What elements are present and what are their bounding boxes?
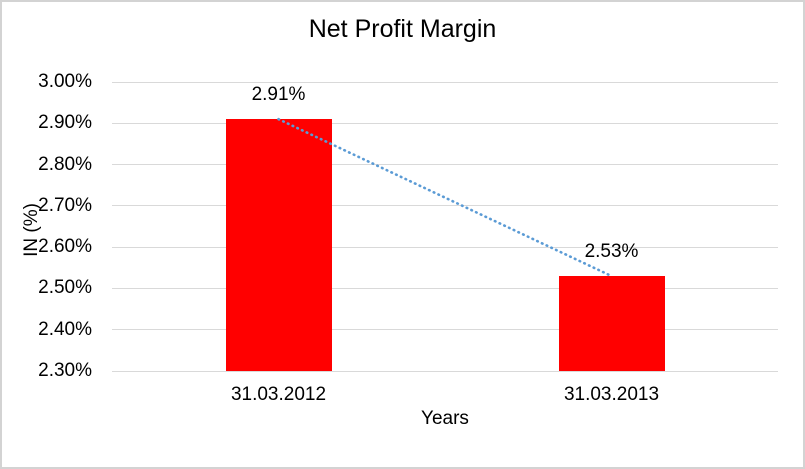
data-label: 2.91% [251,84,306,106]
gridline [112,122,778,124]
y-tick-label: 2.60% [38,236,92,258]
gridline [112,287,778,289]
gridline [112,329,778,331]
gridline [112,370,778,372]
gridline [112,81,778,83]
gridline [112,205,778,207]
bar-31.03.2013 [558,276,665,371]
gridline [112,246,778,248]
y-tick-label: 2.50% [38,277,92,299]
gridline [112,164,778,166]
y-tick-label: 2.30% [38,360,92,381]
y-tick-label: 2.90% [38,112,92,134]
y-tick-label: 3.00% [38,71,92,92]
y-axis-title-text: IN (%) [21,203,42,257]
chart-title: Net Profit Margin [308,15,497,43]
y-tick-label: 2.40% [38,318,92,340]
x-axis-title: Years [421,408,469,429]
y-tick-label: 2.70% [38,194,92,216]
data-label: 2.53% [584,241,639,263]
y-tick-label: 2.80% [38,153,92,175]
x-tick-label: 31.03.2012 [230,384,327,405]
x-tick-label: 31.03.2013 [563,384,660,405]
bar-31.03.2012 [225,119,332,371]
